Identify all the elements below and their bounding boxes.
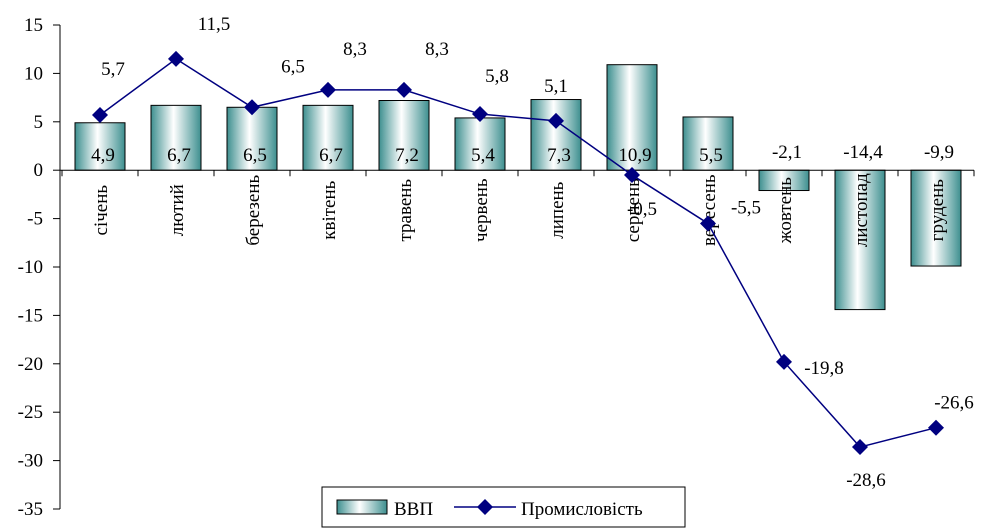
y-tick-label: -30	[18, 451, 43, 472]
gdp-data-label: -14,4	[843, 142, 883, 163]
industry-data-label: -0,5	[627, 199, 657, 220]
industry-line	[92, 51, 944, 455]
y-axis: 15 10 5 0 -5 -10 -15 -20 -25 -30 -35	[18, 15, 60, 520]
industry-data-label: -26,6	[934, 393, 974, 414]
y-tick-label: -15	[18, 305, 43, 326]
industry-data-label: 5,7	[101, 59, 125, 80]
industry-data-label: 5,1	[544, 76, 568, 97]
y-tick-label: 5	[34, 112, 44, 133]
industry-marker	[320, 82, 336, 98]
legend-gdp-label: ВВП	[394, 499, 433, 520]
category-label: червень	[471, 178, 492, 242]
category-label: вересень	[699, 174, 720, 246]
industry-data-label: 6,5	[281, 56, 305, 77]
y-tick-label: -35	[18, 499, 43, 520]
gdp-data-label: 4,9	[91, 145, 115, 166]
category-label: квітень	[319, 180, 340, 239]
gdp-data-label: 6,7	[319, 145, 343, 166]
gdp-data-label: -9,9	[924, 142, 954, 163]
gdp-data-labels: 4,9 6,7 6,5 6,7 7,2 5,4 7,3 10,9 5,5 -2,1 -14,4 -9,…	[91, 142, 954, 166]
gdp-data-label: 7,2	[395, 145, 419, 166]
industry-data-label: 8,3	[343, 39, 367, 60]
y-tick-label: -10	[18, 257, 43, 278]
y-tick-label: 10	[24, 63, 43, 84]
category-label: лютий	[167, 184, 188, 236]
industry-data-label: -19,8	[804, 358, 844, 379]
y-tick-label: 0	[34, 160, 44, 181]
industry-data-label: 5,8	[485, 66, 509, 87]
gdp-data-label: 5,4	[471, 145, 495, 166]
industry-data-label: 8,3	[425, 39, 449, 60]
category-label: листопад	[851, 173, 872, 247]
industry-data-label: 11,5	[198, 14, 231, 35]
industry-data-label: -5,5	[731, 197, 761, 218]
industry-marker	[92, 107, 108, 123]
gdp-bars	[75, 65, 961, 310]
legend-gdp-swatch	[337, 500, 387, 514]
legend-industry-label: Промисловість	[521, 499, 643, 520]
industry-marker	[928, 420, 944, 436]
category-label: грудень	[927, 179, 948, 242]
category-label: травень	[395, 179, 416, 242]
y-tick-label: -20	[18, 354, 43, 375]
gdp-data-label: 6,5	[243, 145, 267, 166]
category-label: січень	[91, 185, 112, 236]
category-label: березень	[243, 174, 264, 245]
industry-marker	[168, 51, 184, 67]
category-label: жовтень	[775, 177, 796, 245]
gdp-data-label: 7,3	[547, 145, 571, 166]
industry-marker	[396, 82, 412, 98]
industry-data-label: -28,6	[846, 470, 886, 491]
y-tick-label: 15	[24, 15, 43, 36]
category-label: липень	[547, 181, 568, 238]
legend: ВВП Промисловість	[322, 487, 685, 527]
gdp-data-label: 10,9	[618, 145, 651, 166]
gdp-data-label: -2,1	[772, 142, 802, 163]
category-labels: січень лютий березень квітень травень червень…	[91, 173, 948, 247]
y-tick-label: -25	[18, 402, 43, 423]
gdp-data-label: 5,5	[699, 145, 723, 166]
gdp-data-label: 6,7	[167, 145, 191, 166]
industry-line-path	[100, 59, 936, 447]
y-tick-label: -5	[27, 209, 43, 230]
